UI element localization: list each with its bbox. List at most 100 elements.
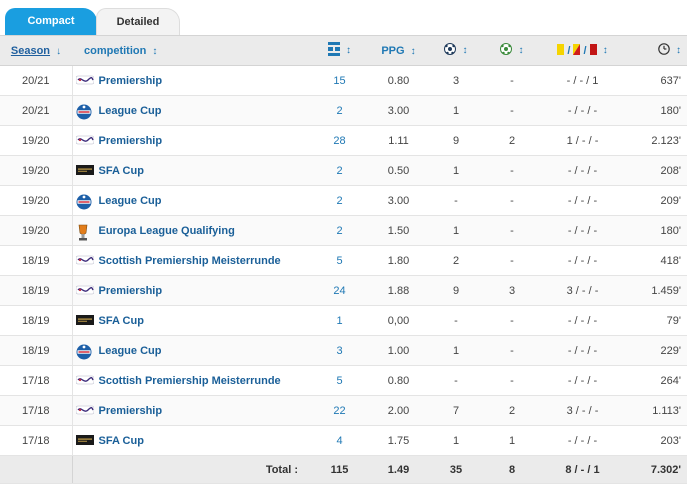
- minutes-cell: 2.123': [625, 125, 687, 156]
- assists-cell: 1: [484, 425, 540, 456]
- competition-link[interactable]: Premiership: [98, 134, 163, 147]
- appearances-link[interactable]: 5: [310, 365, 369, 396]
- cards-cell: - / - / 1: [540, 65, 625, 96]
- spfl-logo-icon: [75, 404, 94, 418]
- competition-link[interactable]: League Cup: [98, 104, 162, 117]
- sort-icon: ↕: [676, 45, 681, 57]
- cards-cell: - / - / -: [540, 245, 625, 276]
- sfacup-logo-icon: [75, 314, 94, 328]
- sfacup-logo-icon: [75, 434, 94, 448]
- competition-link[interactable]: Premiership: [98, 74, 163, 87]
- clock-icon: [658, 43, 670, 58]
- cards-cell: - / - / -: [540, 335, 625, 366]
- ppg-cell: 0.80: [369, 365, 428, 396]
- appearances-link[interactable]: 15: [310, 65, 369, 96]
- competition-link[interactable]: SFA Cup: [98, 434, 144, 447]
- competition-link[interactable]: Europa League Qualifying: [98, 224, 235, 237]
- minutes-cell: 180': [625, 95, 687, 126]
- ppg-cell: 3.00: [369, 95, 428, 126]
- goals-cell: 1: [428, 215, 484, 246]
- yellow-red-card-icon: [573, 43, 581, 58]
- tab-detailed[interactable]: Detailed: [96, 8, 180, 35]
- competition-cell: League Cup: [72, 185, 310, 216]
- appearances-link[interactable]: 4: [310, 425, 369, 456]
- appearances-link[interactable]: 1: [310, 305, 369, 336]
- tab-compact[interactable]: Compact: [5, 8, 97, 35]
- ppg-column-header[interactable]: PPG ↕: [369, 35, 428, 66]
- sfacup-logo-icon: [75, 164, 94, 178]
- competition-link[interactable]: League Cup: [98, 344, 162, 357]
- minutes-cell: 180': [625, 215, 687, 246]
- competition-cell: Premiership: [72, 125, 310, 156]
- spfl-logo-icon: [75, 74, 94, 88]
- appearances-link[interactable]: 2: [310, 215, 369, 246]
- sort-icon: ↕: [410, 45, 416, 57]
- total-spacer: [0, 455, 73, 484]
- table-row: 17/18 Premiership 22 2.00 7 2 3 / - / -1.113': [0, 395, 687, 426]
- ppg-cell: 1.00: [369, 335, 428, 366]
- competition-column-header[interactable]: competition ↕: [72, 35, 310, 66]
- table-row: 18/19 Premiership 24 1.88 9 3 3 / - / -1.459': [0, 275, 687, 306]
- season-cell: 17/18: [0, 395, 73, 426]
- table-row: 18/19 League Cup 3 1.00 1- - / - / -229': [0, 335, 687, 366]
- appearances-link[interactable]: 5: [310, 245, 369, 276]
- assists-cell: -: [484, 185, 540, 216]
- season-column-header[interactable]: Season ↓: [0, 35, 72, 66]
- season-cell: 19/20: [0, 215, 73, 246]
- season-cell: 19/20: [0, 155, 73, 186]
- goals-cell: 9: [428, 275, 484, 306]
- assist-ball-icon: [500, 43, 513, 58]
- table-row: 19/20 League Cup 2 3.00- - - / - / -209': [0, 185, 687, 216]
- competition-cell: League Cup: [72, 95, 310, 126]
- appearances-link[interactable]: 2: [310, 155, 369, 186]
- appearances-link[interactable]: 3: [310, 335, 369, 366]
- table-row: 20/21 League Cup 2 3.00 1- - / - / -180': [0, 95, 687, 126]
- divider: /: [567, 44, 574, 57]
- competition-link[interactable]: Scottish Premiership Meisterrunde: [98, 374, 281, 387]
- cards-cell: - / - / -: [540, 365, 625, 396]
- appearances-link[interactable]: 22: [310, 395, 369, 426]
- table-row: 19/20 Premiership 28 1.11 9 2 1 / - / -2.123': [0, 125, 687, 156]
- competition-link[interactable]: SFA Cup: [98, 314, 144, 327]
- table-row: 17/18 Scottish Premiership Meisterrunde 5 0…: [0, 365, 687, 396]
- competition-link[interactable]: League Cup: [98, 194, 162, 207]
- goals-column-header[interactable]: ↕: [428, 35, 484, 66]
- cards-column-header[interactable]: / / ↕: [540, 35, 625, 66]
- table-row: 18/19 SFA Cup 1 0,00- - - / - / -79': [0, 305, 687, 336]
- minutes-cell: 418': [625, 245, 687, 276]
- total-row: Total :115 1.49 35 8 8 / - / 1 7.302': [0, 455, 687, 484]
- total-goals: 35: [428, 455, 484, 484]
- assists-cell: -: [484, 215, 540, 246]
- competition-link[interactable]: Scottish Premiership Meisterrunde: [98, 254, 281, 267]
- assists-column-header[interactable]: ↕: [484, 35, 540, 66]
- appearances-link[interactable]: 2: [310, 95, 369, 126]
- total-ppg: 1.49: [369, 455, 428, 484]
- competition-link[interactable]: Premiership: [98, 404, 163, 417]
- leaguecup-logo-icon: [76, 194, 94, 209]
- leaguecup-logo-icon: [76, 344, 94, 359]
- sort-down-icon: ↓: [56, 45, 62, 57]
- appearances-column-header[interactable]: ↕: [310, 35, 369, 66]
- assists-cell: 2: [484, 125, 540, 156]
- season-cell: 18/19: [0, 275, 73, 306]
- table-row: 17/18 SFA Cup 4 1.75 1 1- / - / -203': [0, 425, 687, 456]
- cards-cell: - / - / -: [540, 215, 625, 246]
- goals-cell: 9: [428, 125, 484, 156]
- yellow-card-icon: [557, 43, 565, 58]
- cards-cell: - / - / -: [540, 185, 625, 216]
- season-cell: 17/18: [0, 425, 73, 456]
- competition-link[interactable]: Premiership: [98, 284, 163, 297]
- total-minutes: 7.302': [625, 455, 687, 484]
- table-row: 20/21 Premiership 15 0.80 3- - / - / 1 637': [0, 65, 687, 96]
- assists-cell: -: [484, 95, 540, 126]
- competition-link[interactable]: SFA Cup: [98, 164, 144, 177]
- appearances-link[interactable]: 24: [310, 275, 369, 306]
- appearances-link[interactable]: 2: [310, 185, 369, 216]
- season-cell: 18/19: [0, 335, 73, 366]
- goals-cell: 3: [428, 65, 484, 96]
- season-cell: 19/20: [0, 125, 73, 156]
- appearances-link[interactable]: 28: [310, 125, 369, 156]
- goals-cell: 7: [428, 395, 484, 426]
- minutes-column-header[interactable]: ↕: [625, 35, 687, 66]
- cards-cell: - / - / -: [540, 95, 625, 126]
